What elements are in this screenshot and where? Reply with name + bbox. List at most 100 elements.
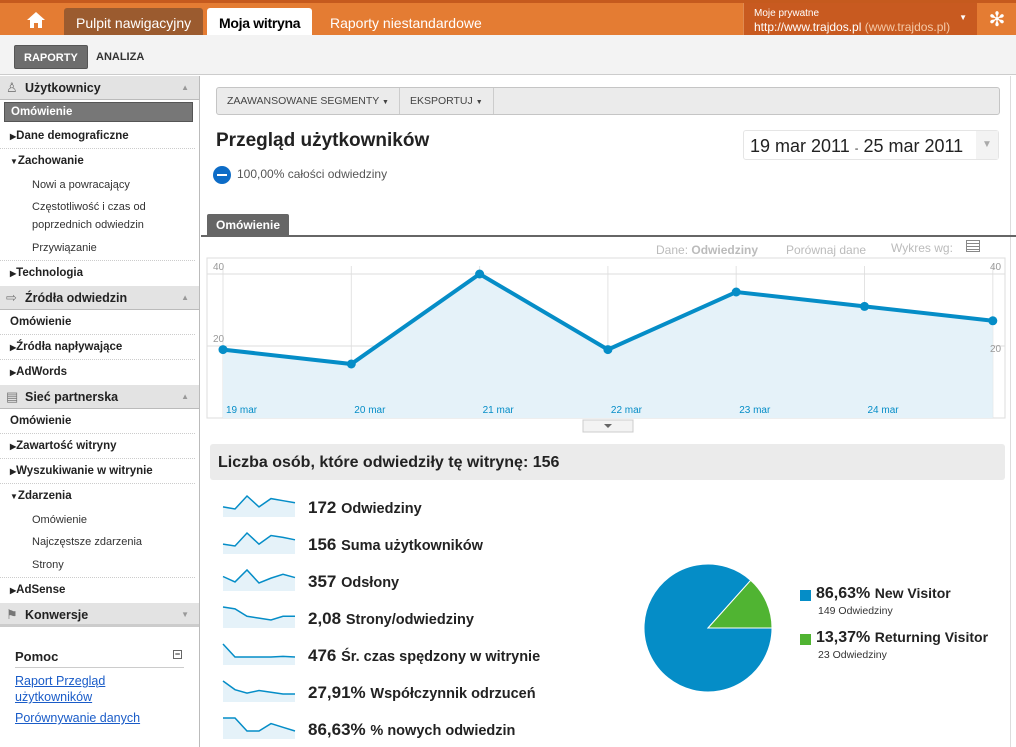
sidebar-item-network-overview[interactable]: Omówienie: [0, 409, 195, 434]
sparkline-line: [222, 680, 295, 695]
sidebar-item-pages[interactable]: Strony: [0, 553, 195, 578]
sidebar-item-adwords[interactable]: ▶AdWords: [0, 360, 195, 385]
graph-type-icon[interactable]: [966, 240, 980, 252]
sidebar-item-content[interactable]: ▶Zawartość witryny: [0, 434, 195, 459]
data-point: [475, 269, 485, 279]
graph-by-label: Wykres wg:: [891, 241, 953, 255]
account-label: Moje prywatne: [754, 8, 820, 19]
section-network[interactable]: ▤ Sieć partnerska ▲: [0, 385, 199, 409]
sidebar-item-site-search[interactable]: ▶Wyszukiwanie w witrynie: [0, 459, 195, 484]
flag-icon: ⚑: [6, 607, 18, 622]
metric-value: 156: [308, 535, 337, 554]
gear-icon[interactable]: ✻: [988, 9, 1006, 31]
sidebar: ♙ Użytkownicy ▲ Omówienie ▶Dane demografic…: [0, 76, 200, 747]
sidebar-item-new-returning[interactable]: Nowi a powracający: [32, 179, 130, 191]
label: Dane:: [656, 243, 689, 257]
metric-label: Suma użytkowników: [341, 538, 483, 554]
sidebar-item-demographics[interactable]: ▶Dane demograficzne: [0, 124, 195, 149]
sidebar-item-events[interactable]: ▼Zdarzenia: [0, 484, 195, 509]
sidebar-item-top-events[interactable]: Najczęstsze zdarzenia: [32, 536, 143, 548]
name: Returning Visitor: [874, 629, 989, 645]
collapse-icon[interactable]: −: [173, 649, 182, 659]
label: AdSense: [16, 584, 66, 596]
sidebar-item-events-overview[interactable]: Omówienie: [32, 514, 88, 526]
visits-chart: 20 20 40 40 19 mar 20 mar 21 mar 22 mar 23 mar 24…: [206, 257, 1006, 433]
sparkline: [222, 606, 295, 628]
segment-icon: [213, 166, 231, 184]
segments-dropdown[interactable]: ZAAWANSOWANE SEGMENTY ▼: [217, 88, 400, 114]
data-point: [731, 287, 741, 297]
sidebar-item-traffic-overview[interactable]: Omówienie: [0, 310, 195, 335]
section-title: Źródła odwiedzin: [25, 291, 128, 305]
section-conversions[interactable]: ⚑ Konwersje ▼: [0, 603, 199, 627]
sparkline-fill: [223, 533, 295, 554]
sparkline-fill: [223, 496, 295, 517]
help-link-compare[interactable]: Porównywanie danych: [15, 711, 141, 725]
caret-right-icon: ▶: [10, 343, 17, 352]
sparkline-line: [222, 531, 296, 547]
label: Wyszukiwanie w witrynie: [16, 465, 153, 477]
segment-label: 100,00% całości odwiedziny: [237, 167, 388, 182]
date-range-picker[interactable]: 19 mar 2011 - 25 mar 2011 ▼: [743, 130, 999, 160]
metric-selector[interactable]: Dane: Odwiedziny: [656, 243, 758, 257]
export-dropdown[interactable]: EKSPORTUJ ▼: [400, 88, 494, 114]
sidebar-item-behavior[interactable]: ▼Zachowanie: [0, 149, 195, 174]
label: AdWords: [16, 366, 68, 378]
page-title: Przegląd użytkowników: [216, 130, 430, 151]
sparkline-line: [222, 568, 296, 584]
scrollbar-track[interactable]: [1010, 76, 1011, 747]
metric-label: Odsłony: [341, 575, 400, 591]
caret-right-icon: ▶: [10, 442, 17, 451]
sub-nav: RAPORTY ANALIZA: [0, 35, 1016, 75]
section-users[interactable]: ♙ Użytkownicy ▲: [0, 76, 199, 100]
label: Zdarzenia: [17, 490, 72, 502]
sidebar-item-frequency[interactable]: Częstotliwość i czas od poprzednich odwi…: [32, 201, 146, 231]
date-separator: -: [854, 143, 859, 155]
percent: 13,37%: [816, 629, 871, 646]
data-point: [603, 345, 613, 355]
tab-dashboard[interactable]: Pulpit nawigacyjny: [64, 8, 204, 38]
compare-button[interactable]: Porównaj dane: [786, 243, 867, 257]
reports-button[interactable]: RAPORTY: [14, 45, 88, 69]
count: 23 Odwiedziny: [818, 649, 887, 661]
metric-label: % nowych odwiedzin: [370, 723, 516, 739]
visitor-pie-chart: [643, 563, 773, 693]
home-button[interactable]: [14, 6, 58, 36]
metric-label: Strony/odwiedziny: [345, 612, 474, 628]
legend-new-visitor: 86,63% New Visitor 149 Odwiedziny: [800, 585, 988, 617]
sparkline: [222, 531, 296, 554]
tab-overview[interactable]: Omówienie: [207, 214, 290, 236]
help-panel: Pomoc − Raport Przegląd użytkowników Poró…: [0, 627, 199, 726]
name: New Visitor: [874, 585, 951, 601]
sidebar-item-technology[interactable]: ▶Technologia: [0, 261, 195, 286]
chevron-down-icon: [604, 424, 612, 428]
chevron-down-icon: ▼: [475, 99, 483, 106]
tab-custom-reports[interactable]: Raporty niestandardowe: [330, 15, 482, 31]
account-selector[interactable]: Moje prywatne http://www.trajdos.pl (www…: [743, 3, 977, 38]
sparkline: [222, 494, 296, 517]
sparkline-fill: [223, 718, 295, 739]
pie-slice-new-visitor: [643, 563, 773, 693]
sparkline-line: [222, 606, 295, 621]
sparkline: [222, 643, 296, 665]
legend-swatch: [800, 590, 811, 601]
tab-my-site[interactable]: Moja witryna: [207, 8, 313, 38]
label: Technologia: [16, 267, 84, 279]
analysis-button[interactable]: ANALIZA: [96, 51, 145, 63]
section-title: Konwersje: [25, 608, 89, 622]
area-fill: [223, 274, 993, 418]
caret-down-icon: ▼: [10, 492, 18, 501]
chevron-down-icon: ▼: [959, 13, 967, 22]
section-traffic[interactable]: ⇨ Źródła odwiedzin ▲: [0, 286, 199, 310]
help-link-users-report[interactable]: Raport Przegląd użytkowników: [15, 674, 106, 704]
sparkline: [222, 568, 296, 591]
x-tick: 24 mar: [868, 405, 900, 416]
sidebar-item-adsense[interactable]: ▶AdSense: [0, 578, 195, 603]
pie-slice-returning-visitor: [706, 579, 773, 629]
sidebar-item-users-overview[interactable]: Omówienie: [4, 102, 193, 122]
sidebar-item-loyalty[interactable]: Przywiązanie: [0, 236, 195, 261]
sidebar-item-incoming[interactable]: ▶Źródła napływające: [0, 335, 195, 360]
section-title: Użytkownicy: [25, 81, 101, 95]
label: EKSPORTUJ: [409, 95, 473, 107]
segment-indicator[interactable]: 100,00% całości odwiedziny: [213, 166, 387, 184]
